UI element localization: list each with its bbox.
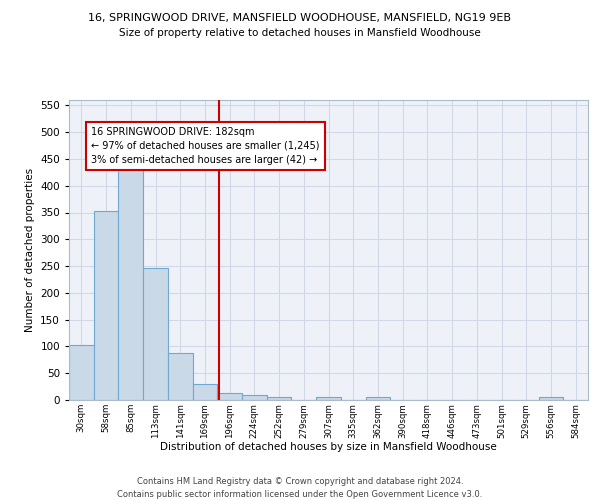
Bar: [242, 395, 267, 400]
Text: 16 SPRINGWOOD DRIVE: 182sqm
← 97% of detached houses are smaller (1,245)
3% of s: 16 SPRINGWOOD DRIVE: 182sqm ← 97% of det…: [91, 127, 320, 165]
Text: Contains HM Land Registry data © Crown copyright and database right 2024.: Contains HM Land Registry data © Crown c…: [137, 478, 463, 486]
Bar: [217, 392, 242, 400]
Bar: [168, 353, 193, 400]
Bar: [118, 160, 143, 400]
Bar: [143, 268, 168, 400]
Bar: [539, 398, 563, 400]
Text: Contains public sector information licensed under the Open Government Licence v3: Contains public sector information licen…: [118, 490, 482, 499]
Bar: [365, 398, 390, 400]
Bar: [193, 384, 217, 400]
Bar: [94, 211, 118, 400]
Y-axis label: Number of detached properties: Number of detached properties: [25, 168, 35, 332]
Text: Distribution of detached houses by size in Mansfield Woodhouse: Distribution of detached houses by size …: [160, 442, 497, 452]
Bar: [267, 398, 292, 400]
Text: Size of property relative to detached houses in Mansfield Woodhouse: Size of property relative to detached ho…: [119, 28, 481, 38]
Bar: [69, 345, 94, 400]
Bar: [316, 398, 341, 400]
Text: 16, SPRINGWOOD DRIVE, MANSFIELD WOODHOUSE, MANSFIELD, NG19 9EB: 16, SPRINGWOOD DRIVE, MANSFIELD WOODHOUS…: [89, 12, 511, 22]
